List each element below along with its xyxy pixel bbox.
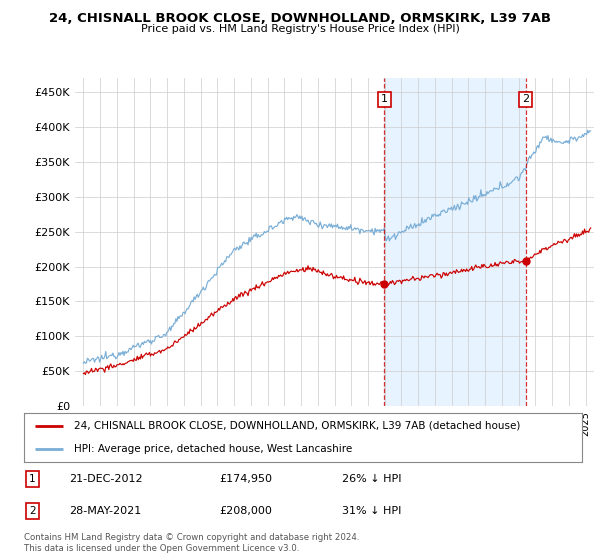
Text: 26% ↓ HPI: 26% ↓ HPI <box>342 474 401 484</box>
Text: 24, CHISNALL BROOK CLOSE, DOWNHOLLAND, ORMSKIRK, L39 7AB (detached house): 24, CHISNALL BROOK CLOSE, DOWNHOLLAND, O… <box>74 421 521 431</box>
Text: 21-DEC-2012: 21-DEC-2012 <box>68 474 142 484</box>
Text: 1: 1 <box>29 474 35 484</box>
Text: 24, CHISNALL BROOK CLOSE, DOWNHOLLAND, ORMSKIRK, L39 7AB: 24, CHISNALL BROOK CLOSE, DOWNHOLLAND, O… <box>49 12 551 25</box>
Text: £174,950: £174,950 <box>220 474 272 484</box>
Text: HPI: Average price, detached house, West Lancashire: HPI: Average price, detached house, West… <box>74 444 352 454</box>
Text: £208,000: £208,000 <box>220 506 272 516</box>
Bar <box>384 78 526 406</box>
Text: 31% ↓ HPI: 31% ↓ HPI <box>342 506 401 516</box>
Text: 1: 1 <box>381 94 388 104</box>
Text: 28-MAY-2021: 28-MAY-2021 <box>68 506 141 516</box>
Text: Contains HM Land Registry data © Crown copyright and database right 2024.
This d: Contains HM Land Registry data © Crown c… <box>24 533 359 553</box>
Text: 2: 2 <box>29 506 35 516</box>
Text: 2: 2 <box>522 94 529 104</box>
Text: Price paid vs. HM Land Registry's House Price Index (HPI): Price paid vs. HM Land Registry's House … <box>140 24 460 34</box>
